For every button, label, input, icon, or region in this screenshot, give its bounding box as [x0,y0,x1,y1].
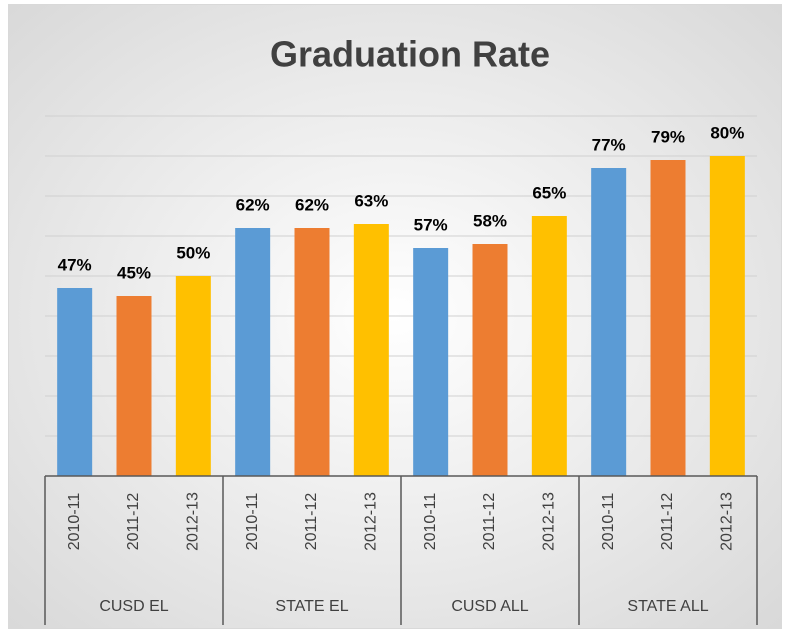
x-tick-label: 2012-13 [719,492,736,551]
chart-title: Graduation Rate [270,34,550,75]
value-label: 63% [354,191,388,210]
bar [116,296,152,476]
x-tick-label: 2011-12 [659,493,676,551]
value-label: 79% [651,127,685,146]
bar [353,224,389,476]
value-label: 47% [58,255,92,274]
x-tick-label: 2010-11 [422,493,439,551]
value-label: 58% [473,211,507,230]
bar [294,228,330,476]
bar [472,244,508,476]
x-tick-label: 2012-13 [541,492,558,551]
x-group-label: STATE EL [275,598,348,615]
value-label: 62% [295,195,329,214]
bar [709,156,745,476]
x-tick-label: 2012-13 [363,492,380,551]
value-label: 62% [236,195,270,214]
bar [650,160,686,476]
bar [57,288,93,476]
bar [413,248,449,476]
value-label: 65% [532,183,566,202]
value-label: 45% [117,263,151,282]
x-group-label: CUSD ALL [451,598,528,615]
x-tick-label: 2010-11 [66,493,83,551]
x-group-label: CUSD EL [99,598,168,615]
bar [175,276,211,476]
bar [235,228,271,476]
x-tick-label: 2010-11 [244,493,261,551]
x-tick-label: 2011-12 [125,493,142,551]
value-label: 50% [176,243,210,262]
x-tick-label: 2012-13 [185,492,202,551]
x-tick-label: 2010-11 [600,493,617,551]
value-label: 80% [710,123,744,142]
bar [531,216,567,476]
value-label: 57% [414,215,448,234]
x-tick-label: 2011-12 [481,493,498,551]
x-tick-label: 2011-12 [303,493,320,551]
bar [591,168,627,476]
value-label: 77% [592,135,626,154]
x-group-label: STATE ALL [627,598,708,615]
